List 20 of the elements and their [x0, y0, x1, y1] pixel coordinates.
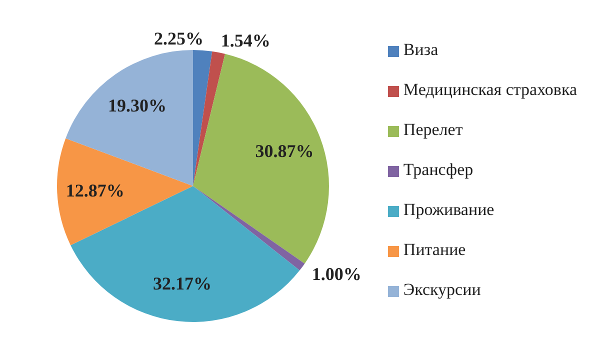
data-label: 30.87% — [255, 141, 314, 162]
legend-label: Проживание — [403, 200, 494, 219]
data-label: 1.54% — [220, 30, 270, 51]
legend-label: Виза — [403, 40, 438, 59]
data-label: 1.00% — [312, 264, 362, 284]
data-label: 19.30% — [108, 96, 166, 116]
data-label: 2.25% — [154, 28, 204, 48]
legend-label: Экскурсии — [403, 280, 481, 299]
legend-label: Трансфер — [403, 160, 474, 179]
pie-slice — [193, 50, 212, 186]
pie-slice — [66, 50, 193, 186]
data-label: 12.87% — [66, 180, 124, 201]
data-label: 32.17% — [153, 273, 212, 294]
pie-slice — [193, 51, 226, 186]
legend-label: Питание — [403, 240, 466, 259]
pie-slice — [193, 186, 305, 270]
pie-slice — [193, 54, 329, 264]
legend-label: Медицинская страховка — [403, 80, 577, 99]
pie-slice — [57, 138, 193, 246]
legend-label: Перелет — [403, 120, 463, 139]
